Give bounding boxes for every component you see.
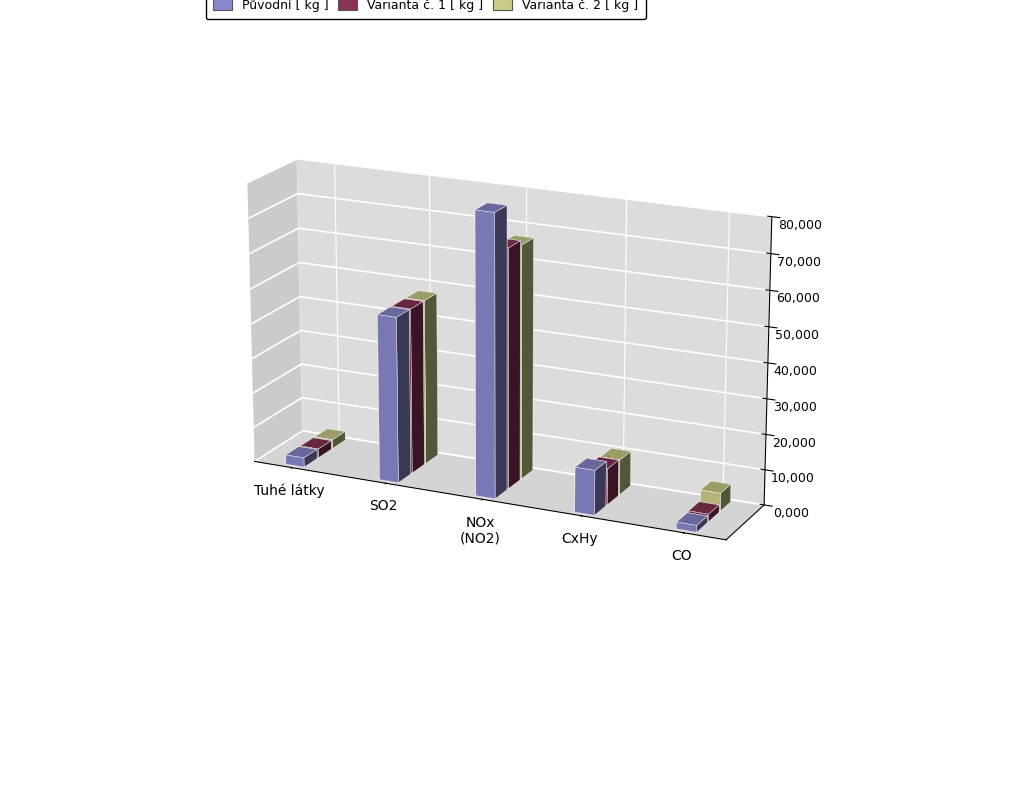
Legend: Původní [ kg ], Varianta č. 1 [ kg ], Varianta č. 2 [ kg ]: Původní [ kg ], Varianta č. 1 [ kg ], Va… <box>206 0 646 20</box>
